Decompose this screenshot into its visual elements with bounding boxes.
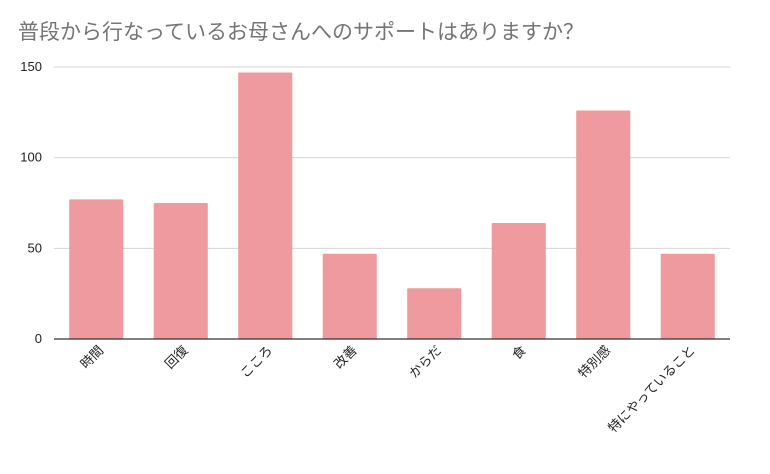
y-tick-label: 150 — [20, 59, 42, 74]
chart-title: 普段から行なっているお母さんへのサポートはありますか？ — [18, 20, 584, 44]
x-tick-label: 特にやっていること — [606, 343, 699, 436]
bar — [322, 253, 377, 339]
y-tick-label: 50 — [28, 240, 42, 255]
bar — [238, 72, 293, 339]
bar — [69, 199, 124, 339]
bars — [69, 72, 715, 340]
x-tick-label: 食 — [509, 343, 530, 364]
bar — [660, 253, 715, 339]
bar — [407, 288, 462, 339]
x-tick-label: 時間 — [78, 343, 107, 372]
x-tick-label: 回復 — [162, 343, 192, 373]
bar — [491, 222, 546, 339]
x-tick-label: 改善 — [331, 343, 361, 373]
x-tick-label: からだ — [407, 343, 445, 381]
x-tick-label: こころ — [238, 343, 276, 381]
bar — [576, 110, 631, 340]
x-tick-label: 特別感 — [575, 343, 614, 382]
bar — [153, 203, 208, 339]
y-tick-label: 0 — [35, 331, 42, 346]
y-tick-label: 100 — [20, 150, 42, 165]
